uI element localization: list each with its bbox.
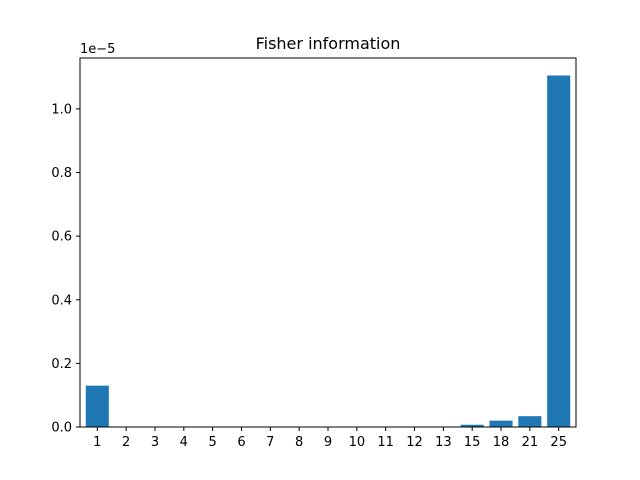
y-tick-label-1.0: 1.0 — [51, 102, 72, 117]
x-tick-label-11: 11 — [377, 435, 394, 450]
x-tick-label-2: 2 — [122, 435, 130, 450]
y-tick-label-0.2: 0.2 — [51, 357, 72, 372]
bar-25 — [547, 75, 571, 427]
x-tick-label-25: 25 — [550, 435, 567, 450]
x-tick-label-5: 5 — [209, 435, 217, 450]
x-tick-label-21: 21 — [522, 435, 539, 450]
x-tick-label-18: 18 — [493, 435, 510, 450]
chart-title: Fisher information — [256, 34, 401, 53]
x-axis-ticks: 1 2 3 4 5 6 7 8 9 10 11 12 13 15 18 21 25 — [93, 427, 567, 450]
bar-18 — [489, 420, 513, 427]
y-tick-label-0.6: 0.6 — [51, 230, 72, 245]
x-tick-label-3: 3 — [151, 435, 159, 450]
y-tick-label-0.4: 0.4 — [51, 293, 72, 308]
x-tick-label-1: 1 — [93, 435, 101, 450]
bar-15 — [460, 424, 484, 427]
x-tick-label-10: 10 — [349, 435, 366, 450]
x-tick-label-15: 15 — [464, 435, 481, 450]
x-tick-label-12: 12 — [406, 435, 423, 450]
x-tick-label-7: 7 — [266, 435, 274, 450]
y-tick-label-0.8: 0.8 — [51, 166, 72, 181]
plot-frame — [79, 57, 577, 428]
x-tick-label-9: 9 — [324, 435, 332, 450]
bar-1 — [85, 385, 109, 427]
x-tick-label-13: 13 — [435, 435, 452, 450]
y-scale-label: 1e−5 — [80, 42, 115, 57]
bar-21 — [518, 416, 542, 427]
x-tick-label-6: 6 — [237, 435, 245, 450]
x-tick-label-4: 4 — [180, 435, 188, 450]
y-tick-label-0.0: 0.0 — [51, 421, 72, 436]
x-tick-label-8: 8 — [295, 435, 303, 450]
bars-group — [85, 75, 571, 427]
y-axis-ticks: 0.0 0.2 0.4 0.6 0.8 1.0 — [51, 102, 80, 436]
